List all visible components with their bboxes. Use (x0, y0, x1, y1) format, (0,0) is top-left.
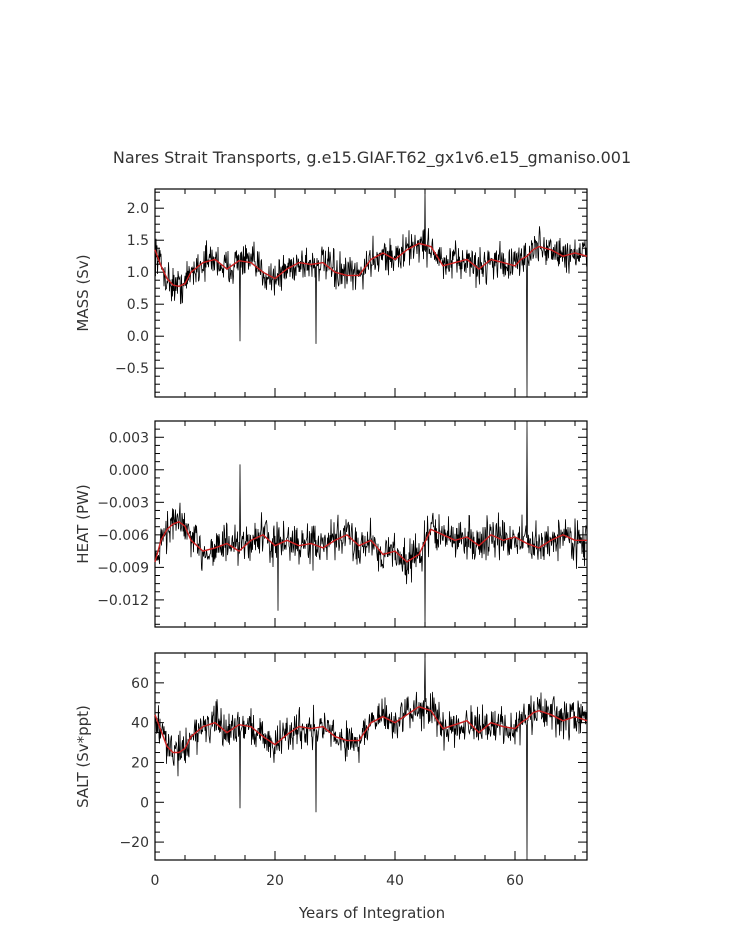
mass-y-tick-label: 1.5 (127, 233, 149, 249)
heat-y-tick-label: −0.003 (97, 495, 149, 511)
mass-monthly-series (154, 188, 588, 398)
heat-y-axis-label: HEAT (PW) (74, 484, 92, 563)
heat-frame (154, 420, 588, 628)
panel-heat: −0.012 −0.009 −0.006 −0.003 0.000 0.003 HEAT (… (74, 420, 588, 628)
mass-y-tick-label: 2.0 (127, 201, 149, 217)
salt-frame (154, 652, 588, 861)
salt-y-tick-label: 60 (131, 676, 149, 692)
mass-y-tick-label: 1.0 (127, 265, 149, 281)
salt-y-tick-label: 0 (140, 795, 149, 811)
heat-y-tick-label: −0.006 (97, 528, 149, 544)
mass-smoothed-series (154, 242, 588, 288)
salt-monthly-series (154, 652, 588, 861)
panels-group: −0.5 0.0 0.5 1.0 1.5 2.0 MASS (Sv) −0.012 −0.009… (74, 188, 588, 889)
salt-y-axis-label: SALT (Sv*ppt) (74, 705, 92, 808)
x-axis-label: Years of Integration (298, 904, 445, 922)
heat-y-tick-label: 0.000 (109, 463, 149, 479)
mass-y-axis-label: MASS (Sv) (74, 254, 92, 331)
mass-y-tick-label: 0.5 (127, 297, 149, 313)
salt-smoothed-series (154, 705, 588, 754)
heat-monthly-series (154, 420, 588, 628)
salt-y-tick-label: −20 (119, 835, 149, 851)
x-tick-label: 40 (386, 873, 404, 889)
x-tick-label: 20 (266, 873, 284, 889)
heat-smoothed-series (154, 521, 587, 563)
panel-salt: −20 0 20 40 60 SALT (Sv*ppt) (74, 652, 588, 861)
heat-y-tick-label: 0.003 (109, 430, 149, 446)
heat-y-tick-label: −0.012 (97, 593, 149, 609)
salt-y-tick-label: 40 (131, 716, 149, 732)
salt-y-tick-label: 20 (131, 755, 149, 771)
heat-y-tick-label: −0.009 (97, 560, 149, 576)
mass-frame (154, 188, 588, 398)
mass-y-tick-label: 0.0 (127, 329, 149, 345)
x-tick-label: 60 (506, 873, 524, 889)
x-tick-label: 0 (151, 873, 160, 889)
panel-mass: −0.5 0.0 0.5 1.0 1.5 2.0 MASS (Sv) (74, 188, 588, 398)
chart-title: Nares Strait Transports, g.e15.GIAF.T62_… (113, 148, 631, 168)
mass-y-tick-label: −0.5 (115, 361, 149, 377)
